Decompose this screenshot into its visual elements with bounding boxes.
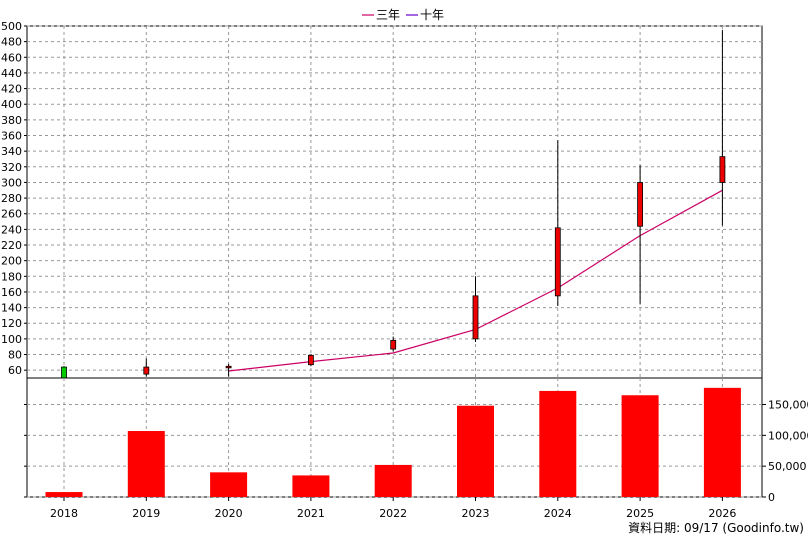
x-tick-label: 2022 — [379, 507, 407, 520]
price-tick-label: 480 — [1, 36, 22, 49]
price-tick-label: 100 — [1, 333, 22, 346]
volume-bar — [292, 475, 330, 497]
price-tick-label: 440 — [1, 67, 22, 80]
volume-tick-label: 150,000 — [768, 399, 808, 412]
price-tick-label: 120 — [1, 317, 22, 330]
price-tick-label: 300 — [1, 176, 22, 189]
legend-label-1: 三年 — [376, 8, 400, 22]
price-tick-label: 200 — [1, 255, 22, 268]
price-tick-label: 60 — [8, 364, 22, 377]
price-tick-label: 260 — [1, 208, 22, 221]
price-tick-label: 400 — [1, 98, 22, 111]
price-tick-label: 160 — [1, 286, 22, 299]
price-tick-label: 340 — [1, 145, 22, 158]
candle-body — [390, 340, 397, 350]
x-tick-label: 2023 — [462, 507, 490, 520]
volume-panel: 0 50,000 100,000 150,000 — [24, 377, 808, 504]
price-tick-label: 380 — [1, 114, 22, 127]
candle-body — [719, 156, 726, 183]
volume-bar — [621, 395, 659, 497]
x-tick-label: 2026 — [708, 507, 736, 520]
candle-body — [225, 365, 232, 369]
price-tick-label: 180 — [1, 270, 22, 283]
price-tick-label: 460 — [1, 51, 22, 64]
price-tick-label: 140 — [1, 302, 22, 315]
volume-bar — [539, 390, 577, 497]
x-tick-label: 2025 — [626, 507, 654, 520]
volume-bar — [457, 405, 494, 497]
x-tick-label: 2018 — [50, 507, 78, 520]
price-tick-label: 500 — [1, 20, 22, 33]
candle-body — [637, 182, 643, 227]
volume-tick-label: 0 — [768, 491, 775, 504]
price-tick-label: 280 — [1, 192, 22, 205]
volume-tick-label: 100,000 — [768, 429, 808, 442]
volume-bar — [210, 472, 248, 497]
candle-body — [472, 295, 479, 340]
volume-bar — [703, 387, 741, 497]
volume-tick-label: 50,000 — [768, 460, 807, 473]
price-tick-label: 220 — [1, 239, 22, 252]
price-tick-label: 360 — [1, 130, 22, 143]
volume-bar — [45, 492, 83, 497]
volume-bar — [374, 464, 412, 497]
candle-body — [143, 366, 150, 375]
candle-body — [61, 366, 67, 379]
candle-body — [307, 354, 314, 366]
data-date-footer: 資料日期: 09/17 (Goodinfo.tw) — [628, 521, 804, 535]
price-tick-label: 80 — [8, 349, 22, 362]
candle-body — [554, 227, 561, 297]
legend-label-2: 十年 — [420, 8, 444, 22]
x-tick-label: 2019 — [132, 507, 160, 520]
price-panel: 60 80 100 120 140 160 180 200 220 240 260 280 300 320… — [1, 20, 763, 379]
legend: 三年 十年 — [362, 8, 444, 22]
volume-bar — [127, 431, 165, 497]
x-tick-label: 2024 — [544, 507, 572, 520]
price-tick-label: 240 — [1, 223, 22, 236]
x-tick-label: 2020 — [215, 507, 243, 520]
x-axis: 2018 2019 2020 2021 2022 2023 2024 2025 2026 — [50, 497, 736, 520]
x-tick-label: 2021 — [297, 507, 325, 520]
price-tick-label: 320 — [1, 161, 22, 174]
price-panel-frame — [26, 25, 763, 379]
price-tick-label: 420 — [1, 83, 22, 96]
